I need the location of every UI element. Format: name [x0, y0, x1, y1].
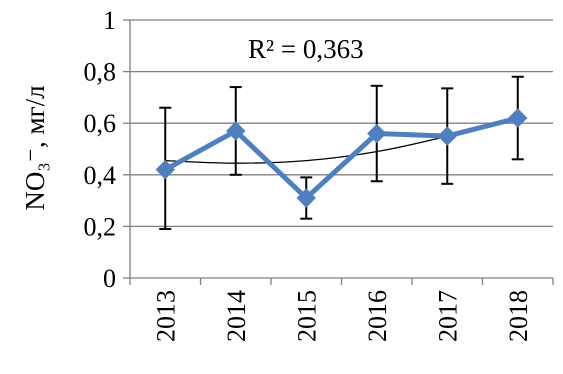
y-tick-label: 0,2: [84, 212, 117, 241]
data-point: [155, 159, 175, 180]
x-tick-label: 2013: [151, 290, 180, 342]
x-tick-label: 2014: [222, 290, 251, 342]
data-point: [437, 126, 457, 146]
series-polyline: [164, 115, 519, 201]
y-tick-label: 0: [103, 264, 116, 293]
data-points: [155, 108, 528, 208]
y-tick-label: 0,4: [84, 161, 117, 190]
x-tick-label: 2015: [292, 290, 321, 342]
x-tick-label: 2017: [433, 290, 462, 342]
x-tick-label: 2016: [363, 290, 392, 342]
y-axis-label: NO₃⁻, мг/л: [20, 85, 50, 210]
y-tick-label: 0,6: [84, 109, 117, 138]
data-point: [508, 108, 528, 128]
y-tick-label: 1: [103, 6, 116, 35]
error-bars: [159, 75, 524, 230]
series-line: [164, 115, 519, 201]
y-tick-labels: 0 0,2 0,4 0,6 0,8 1: [84, 6, 117, 293]
axes: [123, 19, 554, 285]
data-point: [367, 123, 387, 144]
data-point: [296, 188, 316, 208]
gridlines: [130, 19, 553, 228]
x-tick-labels: 2013 2014 2015 2016 2017 2018: [151, 290, 533, 342]
data-point: [226, 121, 246, 141]
y-tick-label: 0,8: [84, 58, 117, 87]
x-tick-label: 2018: [504, 290, 533, 342]
r-squared-annotation: R² = 0,363: [248, 34, 364, 64]
